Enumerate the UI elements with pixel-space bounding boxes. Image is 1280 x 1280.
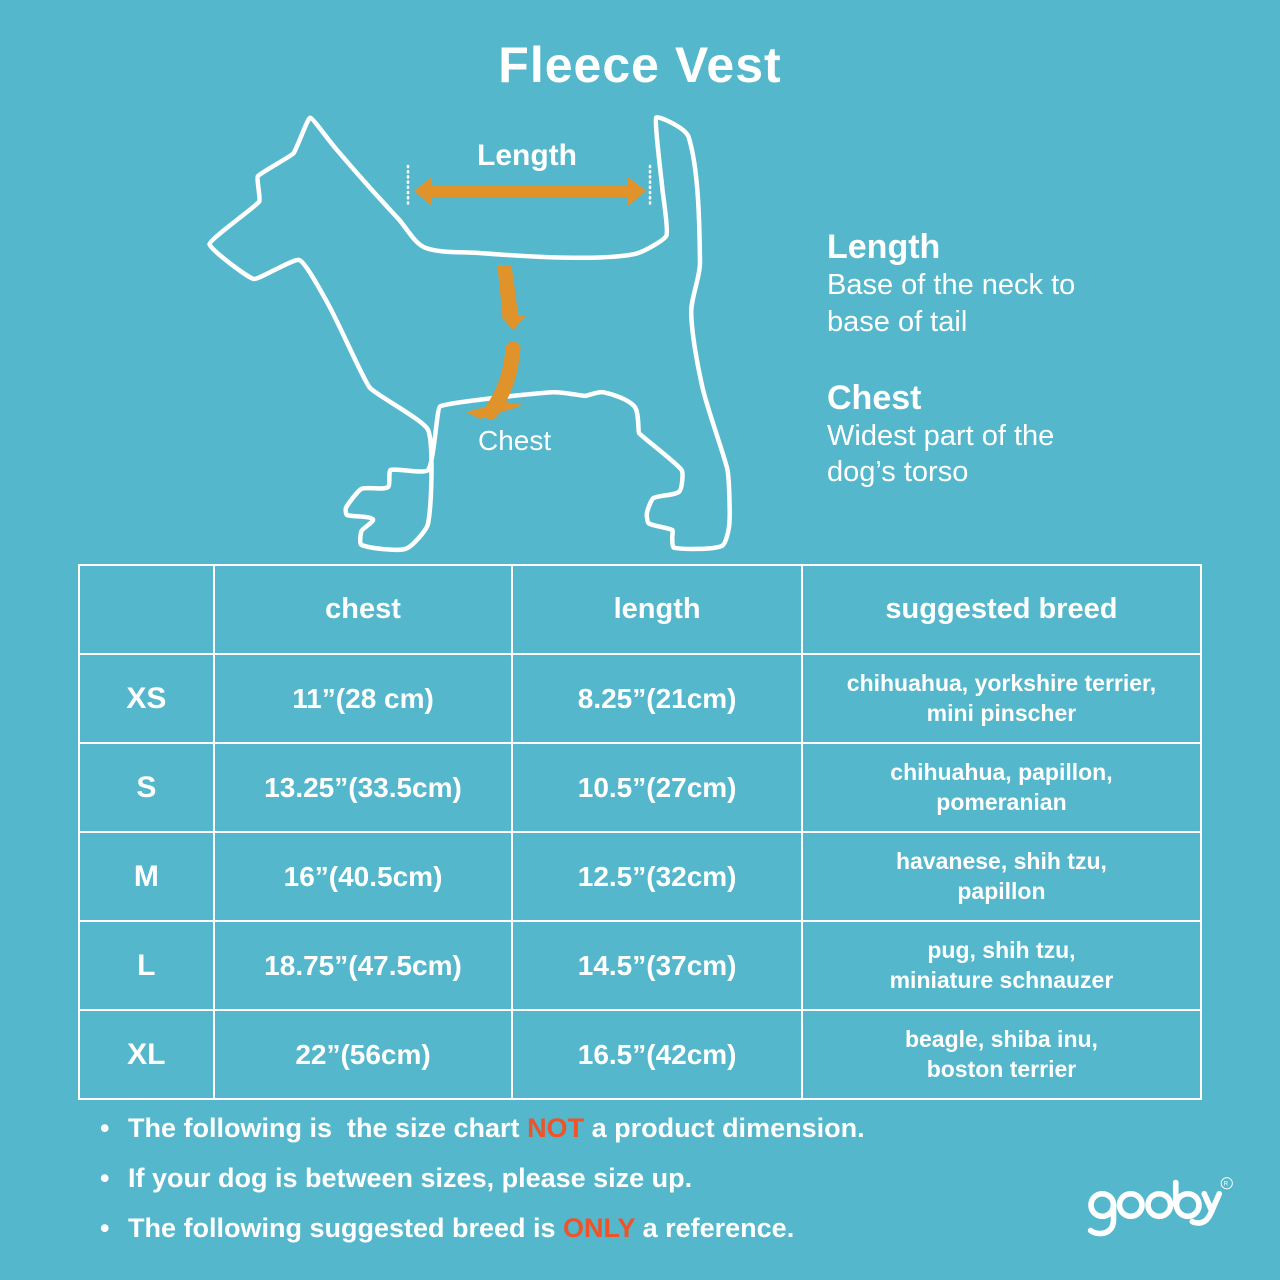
svg-text:R: R (1224, 1182, 1229, 1188)
svg-text:Length: Length (477, 139, 577, 172)
svg-text:Chest: Chest (478, 425, 551, 456)
